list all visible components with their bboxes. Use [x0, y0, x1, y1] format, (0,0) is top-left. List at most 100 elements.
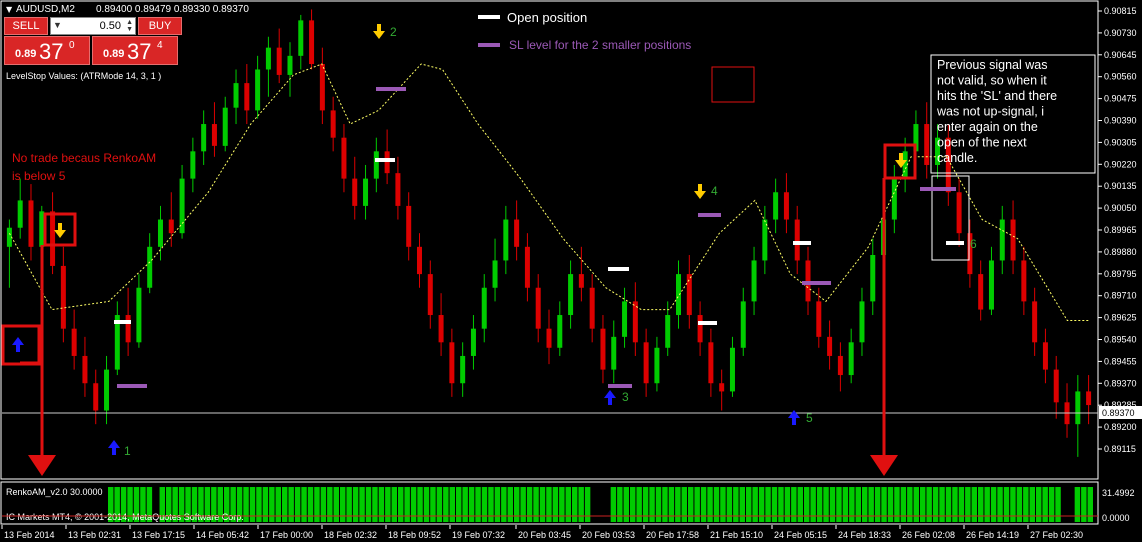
levelstop-layer: [8, 63, 1089, 321]
renko-bar: [204, 487, 211, 522]
renko-bar: [378, 487, 385, 522]
price-tick-label: 0.90390: [1104, 116, 1137, 126]
candle-body: [384, 151, 390, 174]
candle-body: [449, 342, 455, 384]
candle-body: [514, 219, 520, 247]
buy-button[interactable]: BUY: [138, 17, 182, 35]
renko-bar: [417, 487, 423, 522]
annotation-no-trade-line2: is below 5: [12, 169, 66, 183]
price-tick-label: 0.90475: [1104, 94, 1137, 104]
renko-bar: [758, 487, 765, 522]
sl-level-markers: [117, 87, 956, 388]
sell-button[interactable]: SELL: [4, 17, 48, 35]
renko-bar: [617, 487, 623, 522]
candle-body: [848, 342, 854, 376]
renko-bar: [520, 487, 526, 522]
lot-stepper-icon[interactable]: ▲ ▼: [126, 19, 133, 33]
renko-bars-layer: [108, 487, 1093, 522]
candle-body: [363, 178, 369, 206]
renko-bar: [340, 487, 346, 522]
time-axis: 13 Feb 2014 13 Feb 02:31 13 Feb 17:15 14 Fe…: [1, 525, 1083, 540]
candle-body: [524, 246, 530, 288]
renko-bar: [920, 487, 926, 522]
time-tick-label: 26 Feb 02:08: [902, 530, 955, 540]
renko-bar: [443, 487, 449, 522]
copyright-label: IC Markets MT4, © 2001-2014, MetaQuotes …: [6, 512, 244, 522]
candle-body: [719, 383, 725, 392]
renko-bar: [681, 487, 687, 522]
candle-body: [546, 328, 552, 348]
up-arrow-icons: [12, 337, 800, 455]
renko-bar: [1055, 487, 1061, 522]
annotation-prev-signal-line: hits the 'SL' and there: [937, 89, 1057, 103]
candle-body: [676, 274, 682, 316]
renko-bar: [507, 487, 513, 522]
candle-body: [276, 47, 282, 75]
renko-bar: [178, 487, 185, 522]
renko-bar: [636, 487, 642, 522]
chart-symbol: AUDUSD,M2: [16, 4, 75, 15]
renko-bar: [688, 487, 694, 522]
renko-bar: [700, 487, 707, 522]
candle-body: [395, 173, 401, 206]
lot-size-input[interactable]: ▼ 0.50 ▲ ▼: [50, 17, 136, 35]
candle-body: [1053, 369, 1059, 403]
candle-body: [859, 301, 865, 343]
candle-body: [136, 287, 142, 343]
candle-body: [837, 355, 843, 376]
time-tick-label: 17 Feb 00:00: [260, 530, 313, 540]
buy-price-sup: 4: [157, 40, 163, 51]
time-tick-label: 21 Feb 15:10: [710, 530, 763, 540]
renko-bar: [784, 487, 791, 522]
buy-quote-button[interactable]: 0.89 37 4: [92, 36, 178, 65]
renko-bar: [623, 487, 629, 522]
renko-bar: [501, 487, 507, 522]
renko-bar: [385, 487, 391, 522]
renko-bar: [713, 487, 720, 522]
renko-bar: [217, 487, 223, 522]
renko-bar: [488, 487, 494, 522]
renko-bar: [449, 487, 455, 522]
lot-dropdown-icon[interactable]: ▼: [53, 20, 62, 30]
price-tick-label: 0.90730: [1104, 28, 1137, 38]
renko-bar: [146, 487, 153, 522]
renko-bar: [642, 487, 649, 522]
candle-body: [578, 274, 584, 288]
renko-bar: [739, 487, 745, 522]
sell-quote-button[interactable]: 0.89 37 0: [4, 36, 90, 65]
renko-bar: [726, 487, 733, 522]
candle-body: [622, 301, 628, 337]
candle-body: [740, 301, 746, 348]
candle-body: [287, 55, 293, 75]
open-position-markers: [114, 158, 964, 325]
renko-bar: [791, 487, 797, 522]
renko-bar: [262, 487, 269, 522]
renko-bar: [584, 487, 591, 522]
signal-label-1: 1: [124, 444, 131, 458]
candle-body: [93, 383, 99, 411]
renko-bar: [1074, 487, 1081, 522]
current-price-label: 0.89370: [1102, 408, 1135, 418]
red-arrow-down-right: [870, 178, 898, 476]
price-tick-label: 0.89540: [1104, 335, 1137, 345]
time-tick-label: 18 Feb 09:52: [388, 530, 441, 540]
renko-bar: [172, 487, 178, 522]
renko-bar: [752, 487, 758, 522]
time-tick-label: 20 Feb 03:53: [582, 530, 635, 540]
renko-bar: [456, 487, 462, 522]
renko-bar: [468, 487, 475, 522]
candle-body: [686, 274, 692, 316]
candle-body: [233, 83, 239, 108]
renko-bar: [952, 487, 958, 522]
price-tick-label: 0.89965: [1104, 225, 1137, 235]
levelstop-line: [8, 63, 1089, 321]
candle-body: [902, 151, 908, 179]
renko-bar: [978, 487, 984, 522]
candle-body: [82, 355, 88, 384]
candle-body: [157, 219, 163, 247]
candle-body: [503, 219, 509, 261]
candle-body: [708, 342, 714, 384]
renko-bar: [127, 487, 133, 522]
candle-body: [201, 124, 207, 152]
